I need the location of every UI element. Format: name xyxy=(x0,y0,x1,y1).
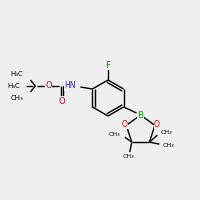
Text: O: O xyxy=(45,82,52,90)
Text: CH₃: CH₃ xyxy=(160,130,172,135)
Text: CH₃: CH₃ xyxy=(123,154,135,159)
Text: H₃C: H₃C xyxy=(8,83,20,89)
Text: O: O xyxy=(121,120,127,129)
Text: CH₃: CH₃ xyxy=(11,95,23,101)
Text: F: F xyxy=(106,60,110,70)
Text: H₃C: H₃C xyxy=(11,71,23,77)
Text: CH₃: CH₃ xyxy=(108,132,120,137)
Text: B: B xyxy=(138,110,144,119)
Text: O: O xyxy=(154,120,160,129)
Text: HN: HN xyxy=(64,82,75,90)
Text: O: O xyxy=(58,97,65,106)
Text: CH₃: CH₃ xyxy=(162,143,174,148)
